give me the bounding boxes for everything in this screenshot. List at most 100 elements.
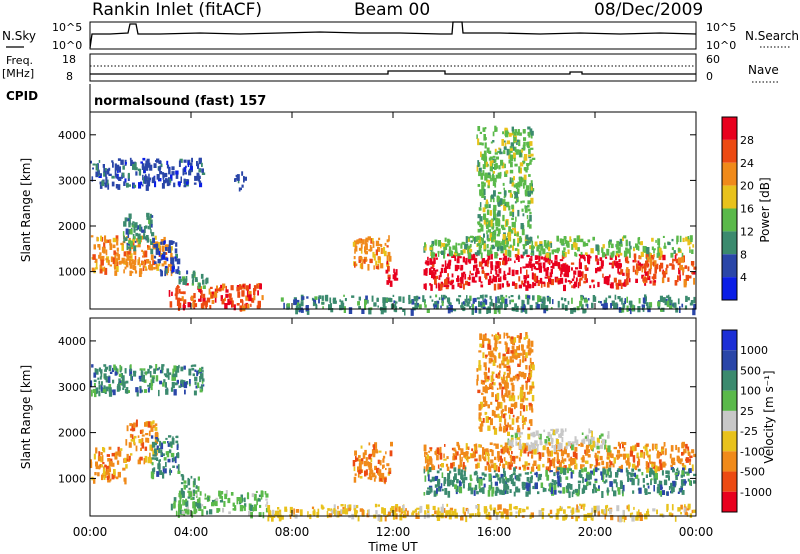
scatter-cell xyxy=(545,253,550,258)
scatter-cell xyxy=(187,302,191,308)
scatter-cell xyxy=(117,174,119,180)
scatter-cell xyxy=(152,420,155,424)
scatter-cell xyxy=(123,221,127,227)
scatter-cell xyxy=(430,284,433,291)
scatter-cell xyxy=(484,412,488,415)
scatter-cell xyxy=(166,164,170,169)
scatter-cell xyxy=(122,172,125,177)
scatter-cell xyxy=(185,278,188,283)
scatter-cell xyxy=(508,451,510,456)
scatter-cell xyxy=(631,515,635,522)
scatter-cell xyxy=(410,299,413,303)
scatter-cell xyxy=(655,445,658,451)
scatter-cell xyxy=(549,465,551,473)
scatter-cell xyxy=(195,385,198,389)
scatter-cell xyxy=(672,258,674,264)
scatter-cell xyxy=(158,250,161,256)
scatter-cell xyxy=(648,252,651,256)
scatter-cell xyxy=(430,266,434,269)
scatter-cell xyxy=(476,134,478,140)
scatter-cell xyxy=(671,504,674,511)
scatter-cell xyxy=(559,483,562,488)
scatter-cell xyxy=(90,461,93,468)
scatter-cell xyxy=(399,513,403,521)
scatter-cell xyxy=(503,255,507,262)
scatter-cell xyxy=(95,163,98,171)
scatter-cell xyxy=(461,251,464,255)
scatter-cell xyxy=(457,275,460,283)
scatter-cell xyxy=(147,437,150,443)
scatter-cell xyxy=(432,465,436,470)
scatter-cell xyxy=(626,453,630,458)
scatter-cell xyxy=(498,363,502,369)
scatter-cell xyxy=(143,368,146,371)
scatter-cell xyxy=(464,476,468,481)
scatter-cell xyxy=(153,266,156,270)
scatter-cell xyxy=(503,204,507,211)
scatter-cell xyxy=(499,283,502,290)
scatter-cell xyxy=(197,476,200,481)
scatter-cell xyxy=(132,221,135,224)
scatter-cell xyxy=(504,445,508,453)
scatter-cell xyxy=(488,357,492,364)
scatter-cell xyxy=(300,301,304,307)
scatter-cell xyxy=(495,156,499,160)
scatter-cell xyxy=(518,457,521,462)
scatter-cell xyxy=(663,245,667,249)
scatter-cell xyxy=(581,456,585,463)
scatter-cell xyxy=(661,446,663,452)
scatter-cell xyxy=(525,491,529,497)
scatter-cell xyxy=(509,511,513,516)
scatter-cell xyxy=(611,486,614,492)
scatter-cell xyxy=(560,433,562,439)
scatter-cell xyxy=(482,386,486,392)
freq-tick-top: 18 xyxy=(62,53,76,66)
scatter-cell xyxy=(569,484,573,490)
scatter-cell xyxy=(190,511,193,514)
scatter-cell xyxy=(428,450,431,453)
scatter-cell xyxy=(519,132,522,136)
scatter-cell xyxy=(175,293,178,300)
scatter-cell xyxy=(296,302,300,307)
scatter-cell xyxy=(184,485,188,488)
scatter-cell xyxy=(522,300,525,307)
scatter-cell xyxy=(494,229,497,234)
scatter-cell xyxy=(404,308,406,316)
scatter-cell xyxy=(441,250,444,255)
scatter-cell xyxy=(620,469,623,473)
scatter-cell xyxy=(608,451,612,458)
scatter-cell xyxy=(665,448,667,455)
scatter-cell xyxy=(253,493,257,501)
scatter-cell xyxy=(98,451,101,456)
scatter-cell xyxy=(519,152,522,157)
scatter-cell xyxy=(565,264,569,272)
scatter-cell xyxy=(361,262,364,270)
scatter-cell xyxy=(642,478,645,483)
scatter-cell xyxy=(232,504,235,507)
scatter-cell xyxy=(526,298,530,305)
scatter-cell xyxy=(671,238,674,242)
scatter-cell xyxy=(563,448,567,455)
scatter-cell xyxy=(207,496,209,501)
scatter-cell xyxy=(293,297,297,300)
scatter-cell xyxy=(476,462,480,469)
scatter-cell xyxy=(433,304,436,309)
scatter-cell xyxy=(641,274,644,279)
scatter-cell xyxy=(480,228,483,231)
scatter-cell xyxy=(154,241,159,244)
scatter-cell xyxy=(474,252,478,255)
scatter-cell xyxy=(494,252,498,259)
scatter-cell xyxy=(489,165,493,172)
scatter-cell xyxy=(661,271,666,275)
scatter-cell xyxy=(495,337,498,345)
scatter-cell xyxy=(465,515,468,523)
scatter-cell xyxy=(485,161,488,168)
scatter-cell xyxy=(489,418,493,426)
scatter-cell xyxy=(578,444,580,447)
scatter-cell xyxy=(358,247,362,251)
scatter-cell xyxy=(553,464,556,469)
scatter-cell xyxy=(177,297,181,301)
scatter-cell xyxy=(169,441,172,447)
scatter-cell xyxy=(624,298,626,304)
scatter-cell xyxy=(491,302,494,307)
